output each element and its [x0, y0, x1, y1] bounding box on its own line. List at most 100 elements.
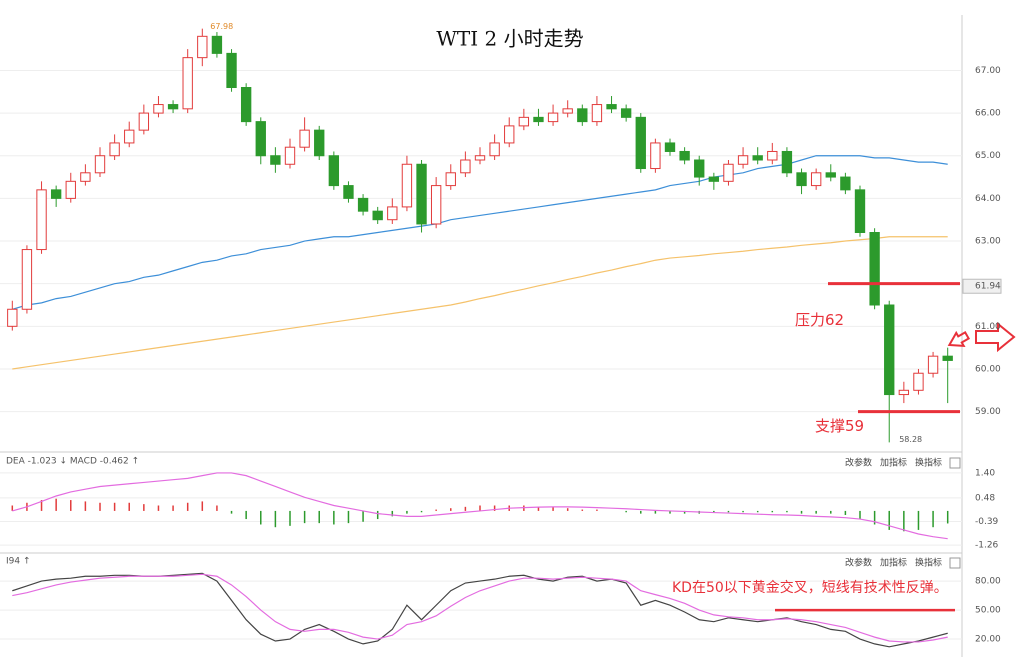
candle-body — [840, 176, 851, 191]
candle-body — [781, 150, 793, 174]
candle-body — [387, 206, 398, 221]
candle-body — [255, 121, 266, 157]
candle-body — [109, 142, 120, 157]
d-line — [12, 573, 948, 643]
candle-body — [357, 197, 369, 212]
low-label: 58.28 — [899, 435, 922, 444]
candle-body — [36, 189, 47, 251]
panel-header: I94 ↑ — [6, 557, 31, 567]
candle-body — [416, 163, 427, 225]
candle-body — [708, 176, 720, 182]
candle-body — [767, 150, 778, 161]
candle-body — [489, 142, 500, 157]
candle-body — [153, 104, 164, 114]
candle-body — [927, 355, 939, 374]
candle-body — [94, 155, 106, 174]
candle-body — [825, 172, 836, 178]
candle-body — [606, 104, 617, 110]
price-tag-label: 61.94 — [975, 282, 1001, 292]
y-tick-label: 65.00 — [975, 151, 1001, 161]
candle-body — [752, 155, 763, 161]
candle-body — [445, 172, 456, 187]
y-tick-label: 20.00 — [975, 635, 1001, 645]
dea-line — [12, 472, 948, 540]
y-tick-label: 64.00 — [975, 194, 1001, 204]
candle-body — [50, 189, 62, 199]
candle-body — [664, 142, 676, 152]
candle-body — [547, 112, 559, 123]
chart-title: WTI 2 小时走势 — [436, 27, 583, 51]
candle-body — [167, 104, 179, 110]
candle-body — [284, 146, 296, 165]
candle-body — [796, 172, 807, 187]
candle-body — [430, 185, 442, 225]
moving-average — [12, 236, 948, 370]
candle-body — [913, 372, 924, 391]
candle-body — [314, 129, 325, 157]
y-tick-label: 61.00 — [975, 322, 1001, 332]
candle-body — [810, 172, 822, 187]
price-tag — [962, 278, 1002, 294]
candle-body — [328, 155, 340, 187]
y-tick-label: -1.26 — [975, 541, 999, 551]
resistance-label: 压力62 — [795, 311, 844, 329]
candle-body — [898, 389, 910, 396]
candle-body — [591, 104, 603, 123]
control-button[interactable]: 换指标 — [915, 457, 942, 469]
arrow — [947, 330, 971, 348]
candle-body — [884, 304, 895, 396]
candle-body — [723, 163, 734, 182]
candle-body — [869, 232, 880, 306]
y-tick-label: -0.39 — [975, 517, 999, 527]
candle-body — [562, 108, 573, 114]
candle-body — [474, 155, 486, 161]
candle-body — [65, 180, 76, 199]
candle-body — [401, 163, 413, 208]
arrow — [975, 321, 1016, 353]
candle-body — [460, 159, 471, 174]
candle-body — [533, 116, 544, 123]
candle-body — [182, 57, 193, 110]
candle-body — [211, 35, 223, 54]
candle-body — [372, 210, 383, 221]
y-tick-label: 50.00 — [975, 606, 1001, 616]
candle-body — [518, 116, 530, 127]
candle-body — [577, 108, 588, 123]
candle-body — [7, 308, 18, 327]
close-button[interactable] — [949, 557, 961, 569]
candle-body — [270, 155, 281, 165]
candle-body — [942, 355, 953, 361]
candle-body — [737, 155, 749, 165]
candle-body — [197, 35, 208, 59]
candle-body — [138, 112, 150, 131]
candle-body — [240, 87, 252, 123]
y-tick-label: 66.00 — [975, 109, 1001, 119]
arrows — [947, 321, 1016, 353]
y-tick-label: 67.00 — [975, 66, 1001, 76]
candle-body — [620, 108, 632, 118]
y-tick-label: 1.40 — [975, 468, 995, 478]
annotation: KD在50以下黄金交叉，短线有技术性反弹。 — [672, 579, 948, 596]
control-button[interactable]: 改参数 — [845, 457, 872, 469]
candle-body — [854, 189, 866, 233]
y-tick-label: 0.48 — [975, 493, 995, 503]
candle-body — [21, 249, 33, 310]
control-button[interactable]: 加指标 — [880, 457, 907, 469]
y-tick-label: 80.00 — [975, 577, 1001, 587]
close-button[interactable] — [949, 457, 961, 469]
candle-body — [694, 159, 705, 178]
candle-body — [124, 129, 135, 144]
y-tick-label: 60.00 — [975, 364, 1001, 374]
support-label: 支撑59 — [815, 417, 864, 435]
candle-body — [343, 185, 354, 199]
candle-body — [80, 172, 91, 182]
y-tick-label: 63.00 — [975, 237, 1001, 247]
candle-body — [650, 142, 661, 170]
control-button[interactable]: 加指标 — [880, 557, 907, 569]
candle-body — [226, 52, 237, 88]
moving-average — [12, 155, 948, 310]
candle-body — [299, 129, 310, 148]
control-button[interactable]: 换指标 — [915, 557, 942, 569]
control-button[interactable]: 改参数 — [845, 557, 872, 569]
